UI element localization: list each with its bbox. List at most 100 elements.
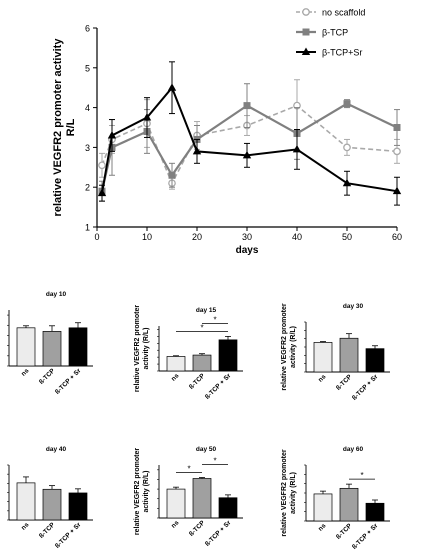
- bar: [166, 356, 186, 372]
- x-tick-label: 20: [192, 232, 202, 242]
- legend-label: no scaffold: [322, 8, 365, 18]
- bar-category-label: ß-TCP: [188, 372, 207, 391]
- y-axis-title: relative VEGFR2 promoter activityR/L: [52, 38, 77, 217]
- bar-category-label: ß-TCP + Sr: [204, 519, 233, 548]
- bar: [218, 339, 238, 372]
- bar-y-axis-title-line1: relative VEGFR2 promoter: [134, 448, 141, 535]
- bar-chart-day-15: day 15 relative VEGFR2 promoter activity (…: [134, 305, 243, 401]
- y-tick-label: 1: [85, 223, 90, 233]
- bar-y-axis-title: relative VEGFR2 promoter activity (R/L): [134, 305, 150, 392]
- bar: [218, 497, 238, 519]
- bar-category-label: ß-TCP: [188, 519, 207, 538]
- data-point: [292, 144, 302, 153]
- x-tick-label: 10: [142, 232, 152, 242]
- bar-chart-day-50: day 50 relative VEGFR2 promoter activity (…: [134, 446, 243, 548]
- data-point: [167, 83, 177, 91]
- y-tick-label: 2: [85, 183, 90, 193]
- x-tick-label: 60: [392, 232, 402, 242]
- bar-category-label: ß-TCP: [335, 373, 354, 392]
- x-tick-label: 30: [242, 232, 252, 242]
- y-tick-label: 6: [85, 24, 90, 34]
- bar: [192, 354, 212, 372]
- data-point: [192, 146, 202, 155]
- bar: [68, 492, 88, 521]
- bar-chart-title: day 15: [196, 307, 217, 314]
- x-tick-label: 0: [94, 232, 99, 242]
- bar-chart-day-60: day 60 relative VEGFR2 promoter activity (…: [281, 446, 390, 550]
- bar-y-axis-title-line2: activity (R/L): [143, 470, 150, 512]
- bar: [42, 331, 62, 367]
- bar-category-label: ß-TCP: [335, 522, 354, 541]
- bar-category-label: ß-TCP: [38, 521, 57, 540]
- bar-y-axis-title-line2: activity (R/L): [290, 326, 297, 368]
- significance-star: *: [200, 323, 203, 332]
- bar: [68, 327, 88, 367]
- y-axis-title-line2: R/L: [65, 118, 77, 136]
- data-point: [393, 124, 401, 131]
- bar: [313, 493, 333, 522]
- bar-category-label: ns: [20, 367, 31, 378]
- bar-category-label: ß-TCP + Sr: [351, 522, 380, 550]
- legend-label: β-TCP: [322, 28, 348, 38]
- legend-label: β-TCP+Sr: [322, 48, 362, 58]
- significance-star: *: [187, 465, 190, 474]
- y-tick-label: 4: [85, 103, 90, 113]
- bar-chart-day-30: day 30 relative VEGFR2 promoter activity (…: [281, 303, 390, 402]
- y-axis-title-line1: relative VEGFR2 promoter activity: [52, 38, 64, 217]
- data-point: [168, 171, 176, 179]
- legend-marker: [302, 28, 310, 36]
- y-tick-label: 5: [85, 63, 90, 73]
- series-2: [97, 61, 402, 206]
- bar-category-label: ns: [317, 373, 328, 384]
- x-axis-title: days: [236, 245, 259, 256]
- data-point: [142, 113, 152, 121]
- data-point: [343, 143, 351, 152]
- bar-y-axis-title: relative VEGFR2 promoter activity (R/L): [281, 449, 297, 536]
- bar-chart-title: day 10: [46, 291, 67, 298]
- significance-star: *: [360, 471, 363, 480]
- bar-chart-title: day 30: [343, 303, 364, 310]
- x-tick-label: 50: [342, 232, 352, 242]
- bar-y-axis-title: relative VEGFR2 promoter activity (R/L): [134, 448, 150, 535]
- x-tick-label: 40: [292, 232, 302, 242]
- data-point: [342, 178, 352, 187]
- bar-chart-title: day 50: [196, 446, 217, 453]
- bar: [166, 488, 186, 519]
- bar-category-label: ß-TCP + Sr: [54, 367, 83, 396]
- bar-chart-title: day 40: [46, 446, 67, 453]
- bar: [313, 342, 333, 373]
- significance-star: *: [213, 457, 216, 466]
- significance-star: *: [213, 315, 216, 324]
- bar-chart-title: day 60: [343, 446, 364, 453]
- data-point: [98, 161, 106, 170]
- bar-category-label: ns: [317, 522, 328, 533]
- data-point: [243, 102, 251, 110]
- bar-category-label: ns: [170, 519, 181, 530]
- bar-y-axis-title-line2: activity (R/L): [143, 327, 150, 369]
- legend-marker: [302, 8, 310, 16]
- bar-y-axis-title-line1: relative VEGFR2 promoter: [281, 449, 288, 536]
- bar: [339, 337, 359, 373]
- data-point: [392, 186, 402, 195]
- bar-y-axis-title-line2: activity (R/L): [290, 472, 297, 514]
- legend-marker: [301, 47, 311, 55]
- bar-category-label: ns: [20, 521, 31, 532]
- bar: [365, 348, 385, 373]
- data-point: [242, 150, 252, 159]
- data-point: [107, 130, 117, 139]
- bar-category-label: ß-TCP + Sr: [204, 372, 233, 401]
- bar-category-label: ß-TCP + Sr: [351, 373, 380, 402]
- bar-y-axis-title-line1: relative VEGFR2 promoter: [281, 303, 288, 390]
- bar: [192, 478, 212, 519]
- bar: [16, 327, 36, 367]
- bar: [365, 502, 385, 522]
- bar-y-axis-title-line1: relative VEGFR2 promoter: [134, 305, 141, 392]
- bar: [42, 488, 62, 521]
- legend: no scaffold β-TCP β-TCP+Sr: [296, 8, 365, 58]
- data-point: [393, 147, 401, 156]
- y-tick-label: 3: [85, 143, 90, 153]
- bar: [339, 487, 359, 522]
